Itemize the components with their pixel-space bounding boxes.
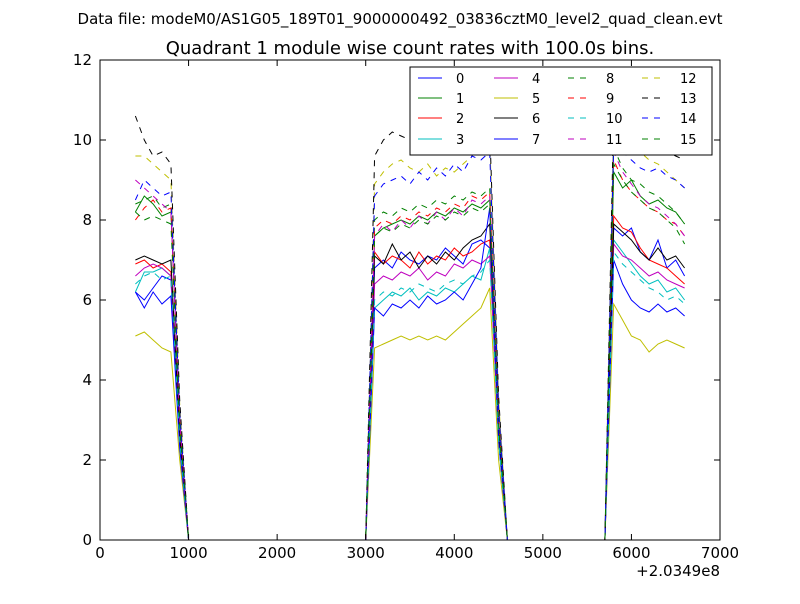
- legend-label-15: 15: [680, 133, 697, 148]
- data-file-label: Data file: modeM0/AS1G05_189T01_90000004…: [78, 10, 723, 29]
- x-tick-label: 1000: [169, 544, 207, 562]
- legend-label-4: 4: [532, 72, 540, 87]
- legend-box: [409, 66, 713, 156]
- legend-label-12: 12: [680, 72, 697, 87]
- x-tick-label: 7000: [701, 544, 739, 562]
- x-tick-label: 2000: [258, 544, 296, 562]
- chart-title: Quadrant 1 module wise count rates with …: [166, 38, 655, 59]
- legend-label-11: 11: [606, 133, 623, 148]
- y-tick-label: 8: [82, 211, 92, 229]
- legend-label-7: 7: [532, 133, 540, 148]
- legend-label-2: 2: [456, 112, 464, 127]
- legend-label-5: 5: [532, 92, 540, 107]
- legend-label-3: 3: [456, 133, 464, 148]
- legend-label-10: 10: [606, 112, 623, 127]
- legend-label-14: 14: [680, 112, 697, 127]
- x-offset-label: +2.0349e8: [636, 562, 720, 580]
- series-line-10: [135, 250, 685, 541]
- legend-label-8: 8: [606, 72, 614, 87]
- legend-label-0: 0: [456, 72, 464, 87]
- x-tick-label: 5000: [524, 544, 562, 562]
- x-tick-label: 3000: [347, 544, 385, 562]
- legend-label-1: 1: [456, 92, 464, 107]
- legend-label-6: 6: [532, 112, 540, 127]
- y-tick-label: 4: [82, 371, 92, 389]
- y-tick-label: 12: [73, 51, 92, 69]
- y-tick-label: 10: [73, 131, 92, 149]
- legend-label-9: 9: [606, 92, 614, 107]
- series-line-12: [135, 122, 685, 541]
- x-tick-label: 4000: [435, 544, 473, 562]
- legend-label-13: 13: [680, 92, 697, 107]
- y-tick-label: 0: [82, 531, 92, 549]
- y-tick-label: 6: [82, 291, 92, 309]
- y-tick-label: 2: [82, 451, 92, 469]
- x-tick-label: 6000: [612, 544, 650, 562]
- x-tick-label: 0: [95, 544, 105, 562]
